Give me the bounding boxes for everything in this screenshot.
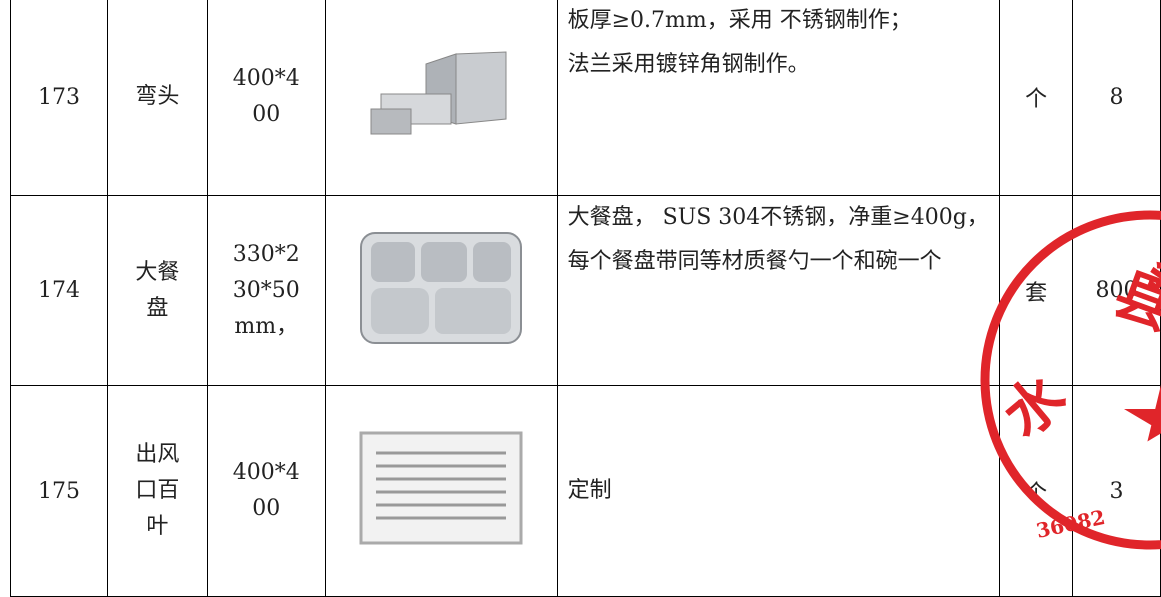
item-description: 定制 [556, 385, 1001, 597]
item-spec: 400*400 [206, 0, 326, 196]
item-image [324, 385, 558, 597]
item-unit: 套 [999, 195, 1074, 386]
item-spec-text: 330*230*50mm， [232, 241, 300, 339]
description-line: 大餐盘， SUS 304不锈钢，净重≥400g，每个餐盘带同等材质餐勺一个和碗一… [567, 205, 989, 274]
item-spec-text: 400*400 [232, 460, 300, 521]
item-description: 板厚≥0.7mm，采用 不锈钢制作； 法兰采用镀锌角钢制作。 [556, 0, 1001, 196]
item-spec: 330*230*50mm， [206, 195, 326, 386]
item-number: 173 [10, 0, 108, 196]
item-name-text: 弯头 [135, 84, 180, 109]
item-quantity: 8 [1072, 0, 1161, 196]
item-name: 大餐盘 [106, 195, 208, 386]
item-table: 173 弯头 400*400 板厚≥0.7mm，采用 不锈钢制作； 法兰采用镀锌角钢制作… [10, 0, 1161, 597]
item-number: 175 [10, 385, 108, 597]
item-description: 大餐盘， SUS 304不锈钢，净重≥400g，每个餐盘带同等材质餐勺一个和碗一… [556, 195, 1001, 386]
table-body: 173 弯头 400*400 板厚≥0.7mm，采用 不锈钢制作； 法兰采用镀锌角钢制作… [10, 0, 1161, 597]
item-number: 174 [10, 195, 108, 386]
item-unit: 个 [999, 0, 1074, 196]
description-line: 定制 [567, 478, 612, 503]
description-line: 板厚≥0.7mm，采用 不锈钢制作； [567, 8, 912, 33]
item-spec: 400*400 [206, 385, 326, 597]
product-image [359, 431, 523, 545]
item-quantity: 3 [1072, 385, 1161, 597]
table-row: 175 出风口百叶 400*400 定制 个 3 [10, 385, 1161, 597]
item-name: 弯头 [106, 0, 208, 196]
item-unit: 个 [999, 385, 1074, 597]
item-name-text: 大餐盘 [135, 259, 180, 321]
product-image [370, 51, 507, 135]
item-quantity: 800 [1072, 195, 1161, 386]
table-row: 173 弯头 400*400 板厚≥0.7mm，采用 不锈钢制作； 法兰采用镀锌角钢制作… [10, 0, 1161, 196]
item-name-text: 出风口百叶 [135, 442, 180, 539]
description-line: 法兰采用镀锌角钢制作。 [567, 52, 810, 77]
item-spec-text: 400*400 [232, 66, 300, 127]
table-row: 174 大餐盘 330*230*50mm， 大餐盘， SUS 304不锈钢，净重≥40… [10, 195, 1161, 386]
product-image [360, 231, 523, 344]
item-image [324, 195, 558, 386]
item-image [324, 0, 558, 196]
item-name: 出风口百叶 [106, 385, 208, 597]
